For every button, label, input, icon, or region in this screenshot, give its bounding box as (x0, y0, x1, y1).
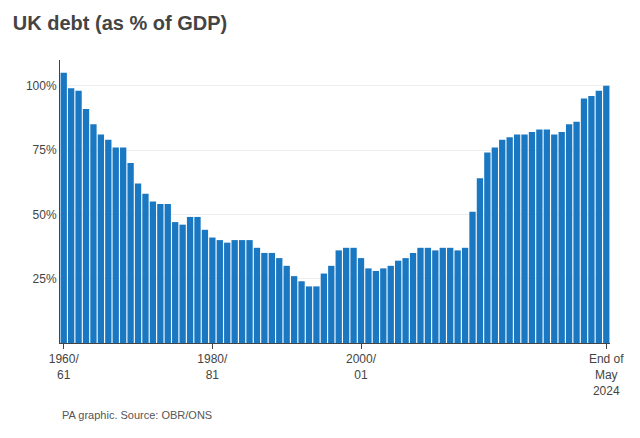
svg-text:PA graphic. Source: OBR/ONS: PA graphic. Source: OBR/ONS (62, 409, 212, 421)
svg-text:100%: 100% (26, 79, 57, 93)
svg-text:75%: 75% (33, 143, 57, 157)
svg-text:2000/01: 2000/01 (346, 352, 377, 382)
svg-text:UK debt (as % of GDP): UK debt (as % of GDP) (13, 12, 227, 34)
svg-text:1960/61: 1960/61 (49, 352, 80, 382)
svg-text:1980/81: 1980/81 (197, 352, 228, 382)
svg-text:End ofMay2024: End ofMay2024 (589, 352, 624, 397)
svg-text:50%: 50% (33, 208, 57, 222)
svg-text:25%: 25% (33, 272, 57, 286)
